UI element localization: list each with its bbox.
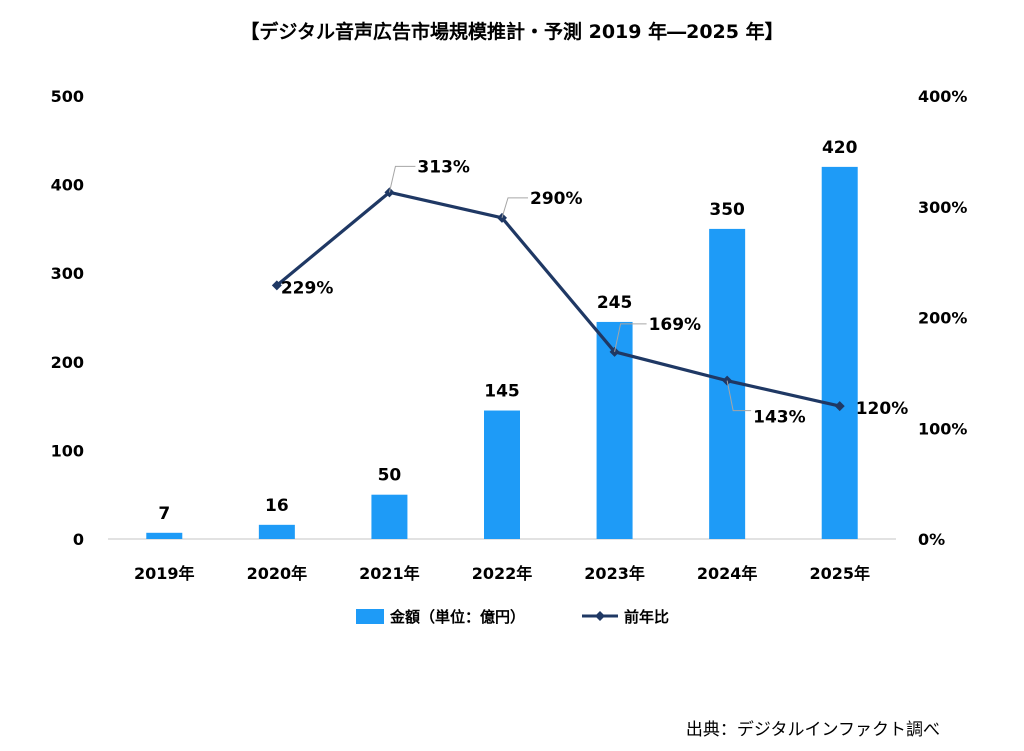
legend-bar-swatch: [356, 609, 384, 624]
line-data-label: 229%: [281, 278, 334, 298]
line-marker: [271, 280, 282, 291]
y-left-tick-label: 400: [51, 176, 84, 195]
bar: [258, 524, 295, 539]
line-path: [275, 190, 841, 408]
chart-title: 【デジタル音声広告市場規模推計・予測 2019 年―2025 年】: [240, 20, 783, 43]
y-right-tick-label: 0%: [918, 530, 945, 549]
y-left-tick-label: 200: [51, 353, 84, 372]
bar: [821, 166, 858, 539]
line-data-label: 313%: [417, 157, 470, 177]
x-tick-label: 2023年: [584, 564, 645, 583]
x-tick-label: 2025年: [809, 564, 870, 583]
line-data-label: 169%: [649, 315, 702, 335]
legend-line-label: 前年比: [624, 608, 669, 626]
line-series: 229% 313% 290% 169% 143% 120%: [271, 157, 909, 428]
bar: [146, 532, 183, 539]
line-data-label: 120%: [856, 399, 909, 419]
bar-data-label: 420: [822, 138, 858, 158]
y-right-tick-label: 200%: [918, 309, 967, 328]
bar-data-label: 7: [158, 504, 170, 524]
x-tick-label: 2022年: [472, 564, 533, 583]
y-right-tick-label: 300%: [918, 198, 967, 217]
bar-series: 7 16 50 145 245 350 420: [146, 138, 858, 539]
line-label-leader: [614, 323, 647, 352]
axes: 0 100 200 300 400 500 0% 100% 200% 300% 400% 2019年 2…: [51, 87, 968, 583]
bar-data-label: 145: [484, 382, 520, 402]
legend: 金額（単位：億円） 前年比: [356, 608, 669, 626]
bar-data-label: 350: [709, 200, 745, 220]
bar: [596, 321, 633, 539]
y-left-tick-label: 300: [51, 264, 84, 283]
y-right-tick-label: 100%: [918, 419, 967, 438]
line-label-leader: [388, 165, 416, 193]
y-left-tick-label: 0: [73, 530, 84, 549]
bar-data-label: 50: [378, 466, 402, 486]
line-marker: [834, 401, 845, 412]
x-tick-label: 2024年: [697, 564, 758, 583]
bar-data-label: 16: [265, 496, 289, 516]
x-tick-label: 2019年: [134, 564, 195, 583]
source-note: 出典：デジタルインファクト調べ: [686, 719, 940, 740]
line-label-leader: [726, 380, 752, 412]
y-left-tick-label: 500: [51, 87, 84, 106]
bar: [371, 494, 408, 539]
y-right-tick-label: 400%: [918, 87, 967, 106]
bar-data-label: 245: [597, 293, 633, 313]
x-tick-label: 2021年: [359, 564, 420, 583]
bar: [484, 410, 520, 539]
line-label-leader: [501, 197, 528, 218]
legend-line-marker: [595, 611, 605, 621]
legend-bar-label: 金額（単位：億円）: [389, 608, 525, 626]
line-data-label: 143%: [753, 408, 806, 428]
x-tick-label: 2020年: [247, 564, 308, 583]
y-left-tick-label: 100: [51, 441, 84, 460]
line-data-label: 290%: [530, 189, 583, 209]
